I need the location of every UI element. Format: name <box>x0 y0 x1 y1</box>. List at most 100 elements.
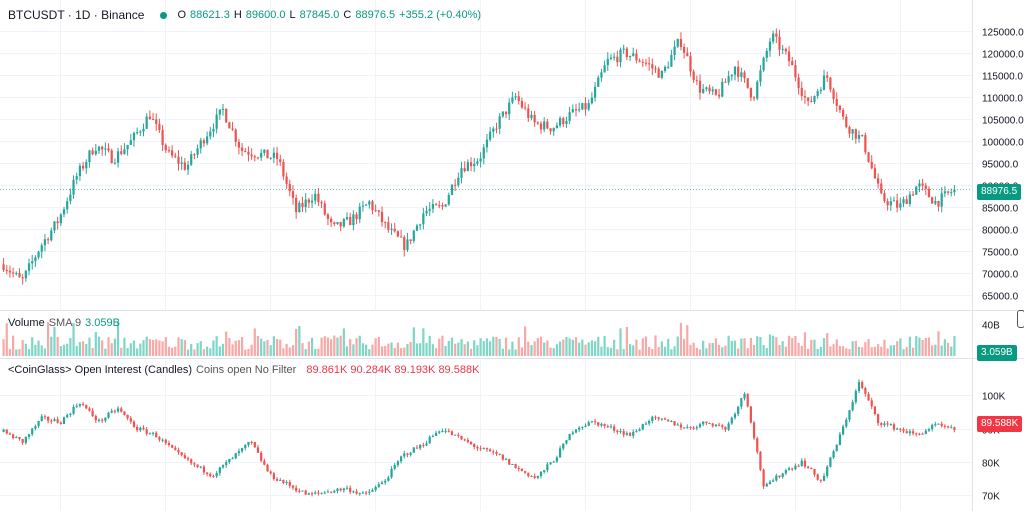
price-candle-body <box>520 101 524 108</box>
volume-bar <box>275 339 279 356</box>
oi-candle-body <box>361 492 365 494</box>
y-tick-label: 110000.0 <box>982 94 1023 105</box>
oi-candle-body <box>412 447 415 453</box>
volume-bar <box>326 337 330 356</box>
volume-bar <box>364 344 368 356</box>
price-candle-body <box>107 148 110 151</box>
price-candle-body <box>81 165 85 169</box>
volume-bar <box>946 342 950 356</box>
volume-title[interactable]: Volume <box>8 317 45 329</box>
price-candle-body <box>927 188 931 198</box>
volume-bar <box>97 336 101 356</box>
price-candle-body <box>702 89 705 93</box>
price-candle-body <box>450 184 454 195</box>
price-candle-body <box>593 86 597 98</box>
volume-bar <box>469 348 473 356</box>
oi-candle-body <box>851 402 854 411</box>
oi-candle-body <box>171 445 174 448</box>
volume-bar <box>288 347 291 356</box>
price-candle-body <box>415 225 419 231</box>
price-candle-body <box>781 48 784 50</box>
oi-title[interactable]: <CoinGlass> Open Interest (Candles) <box>8 364 193 376</box>
price-candle-body <box>543 121 546 130</box>
volume-bar <box>145 336 148 356</box>
volume-bar <box>689 344 692 356</box>
price-candle-body <box>12 272 15 274</box>
oi-candle-body <box>428 436 431 444</box>
volume-bar <box>285 343 288 356</box>
volume-bar <box>320 337 323 356</box>
price-candle-body <box>625 48 628 58</box>
oi-candle-body <box>597 422 600 426</box>
price-candle-body <box>791 61 794 66</box>
volume-bar <box>711 342 714 356</box>
volume-bar <box>361 343 365 356</box>
oi-candle-body <box>953 427 956 430</box>
volume-bar <box>215 336 218 356</box>
volume-bar <box>428 335 431 356</box>
price-candle-body <box>91 150 94 155</box>
volume-bar <box>301 343 304 356</box>
oi-candle-body <box>390 468 393 478</box>
oi-candle-body <box>514 464 517 469</box>
oi-candle-body <box>212 476 215 478</box>
price-candle-body <box>110 150 113 164</box>
volume-bar <box>406 343 409 356</box>
price-candle-body <box>88 150 91 163</box>
price-candle-body <box>581 103 584 110</box>
oi-candle-body <box>53 419 56 422</box>
price-candle-body <box>841 110 845 117</box>
volume-bar <box>415 343 419 356</box>
oi-candle-body <box>606 426 609 428</box>
volume-bar <box>91 348 94 356</box>
oi-candle-body <box>298 490 301 492</box>
price-candle-body <box>69 194 72 202</box>
price-candle-body <box>304 199 307 208</box>
volume-bar <box>600 346 603 356</box>
oi-candle-body <box>409 452 412 455</box>
oi-candle-body <box>463 439 466 441</box>
price-candle-body <box>943 191 946 194</box>
oi-candle-body <box>495 452 498 454</box>
oi-subtitle: Coins open No Filter <box>196 364 297 376</box>
oi-candle-body <box>323 492 326 494</box>
volume-bar <box>787 335 791 356</box>
price-candle-body <box>749 87 753 98</box>
symbol-title[interactable]: BTCUSDT · 1D · Binance <box>8 8 145 22</box>
volume-bar <box>476 345 479 356</box>
price-candle-body <box>151 118 155 120</box>
volume-bar <box>425 343 428 356</box>
price-candle-body <box>399 236 403 238</box>
price-candle-body <box>120 151 123 154</box>
volume-bar <box>574 337 578 356</box>
price-candle-body <box>345 217 349 220</box>
oi-candle-body <box>508 459 511 465</box>
volume-bar <box>107 337 110 356</box>
oi-candle-body <box>279 479 282 481</box>
price-candle-body <box>314 193 317 201</box>
oi-candle-body <box>190 459 193 464</box>
oi-candle-body <box>705 421 708 424</box>
volume-bar <box>555 344 559 356</box>
price-candle-body <box>116 151 120 163</box>
pane-resize-handle[interactable] <box>1017 310 1024 328</box>
oi-last-tag: 89.588K <box>977 416 1023 432</box>
price-candle-body <box>724 81 727 83</box>
volume-bar <box>803 332 807 356</box>
volume-bar <box>186 349 190 356</box>
volume-bar <box>622 349 625 356</box>
price-candle-body <box>260 152 263 158</box>
oi-candle-body <box>838 434 842 445</box>
volume-bar <box>552 348 555 356</box>
oi-candle-body <box>454 434 457 436</box>
price-candle-body <box>819 89 822 92</box>
price-candle-body <box>183 162 186 170</box>
price-candle-body <box>794 65 797 78</box>
oi-candle-body <box>781 473 784 478</box>
volume-bar <box>565 336 568 356</box>
volume-bar <box>597 336 600 356</box>
volume-bar <box>18 349 21 356</box>
oi-candle-body <box>733 413 737 418</box>
price-candle-body <box>390 228 393 230</box>
